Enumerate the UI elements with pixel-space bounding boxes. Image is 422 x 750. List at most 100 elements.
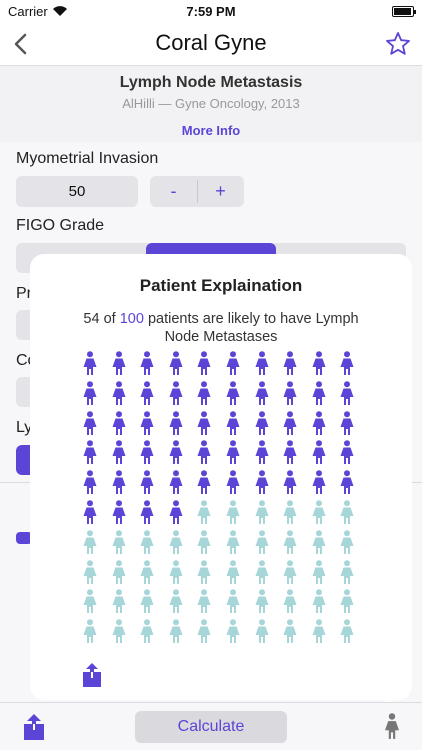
patient-icon-affected xyxy=(83,470,97,495)
patient-icon-unaffected xyxy=(312,500,326,524)
calculate-button[interactable]: Calculate xyxy=(135,711,287,743)
popover-summary: 54 of 100 patients are likely to have Ly… xyxy=(60,310,382,346)
patient-icon-unaffected xyxy=(197,500,211,524)
patient-icon-affected xyxy=(112,470,126,495)
patient-icon-affected xyxy=(140,440,154,465)
patient-icon-affected xyxy=(83,500,97,524)
patient-icon-unaffected xyxy=(197,529,211,554)
summary-text-2: Node Metastases xyxy=(164,329,278,345)
patient-icon-unaffected xyxy=(140,559,154,584)
patient-icon-unaffected xyxy=(197,559,211,584)
myometrial-invasion-label: Myometrial Invasion xyxy=(16,150,159,167)
patient-icon-unaffected xyxy=(197,619,211,644)
patient-icon-unaffected xyxy=(340,619,354,644)
patient-icon-unaffected xyxy=(255,589,269,614)
patient-icon-affected xyxy=(340,351,354,375)
patient-icon-unaffected xyxy=(255,529,269,554)
patient-icon-unaffected xyxy=(312,619,326,644)
patient-icon-unaffected xyxy=(283,529,297,554)
nav-title: Coral Gyne xyxy=(155,30,267,55)
navigation-bar: Coral Gyne xyxy=(0,24,422,66)
back-chevron-icon[interactable] xyxy=(8,30,36,58)
more-info-link[interactable]: More Info xyxy=(181,123,241,138)
patient-icon-affected xyxy=(340,470,354,495)
patient-icon-unaffected xyxy=(197,589,211,614)
patient-icon-unaffected xyxy=(83,559,97,584)
patient-icon-affected xyxy=(83,351,97,375)
patient-icon-unaffected xyxy=(83,529,97,554)
myometrial-stepper: - + xyxy=(150,176,244,207)
partial-label-pr: Pr xyxy=(16,285,32,302)
patient-icon-unaffected xyxy=(340,589,354,614)
status-bar: Carrier 7:59 PM xyxy=(0,0,422,24)
stepper-divider xyxy=(197,180,198,203)
patient-icon-affected xyxy=(197,470,211,495)
carrier-label: Carrier xyxy=(8,4,48,19)
patient-icon-unaffected xyxy=(340,559,354,584)
patient-icon-affected xyxy=(83,410,97,435)
patient-icon-unaffected xyxy=(283,559,297,584)
patient-icon-affected xyxy=(283,351,297,375)
patient-icon-affected xyxy=(312,470,326,495)
bottom-toolbar: Calculate xyxy=(0,702,422,750)
patient-icon-affected xyxy=(112,440,126,465)
patient-icon-unaffected xyxy=(226,589,240,614)
patient-icon-unaffected xyxy=(169,589,183,614)
patient-icon-affected xyxy=(283,380,297,405)
patient-icon-unaffected xyxy=(169,559,183,584)
popover-arrow xyxy=(378,694,398,704)
patient-icon-affected xyxy=(197,380,211,405)
patient-icon-unaffected xyxy=(283,619,297,644)
summary-total: 100 xyxy=(119,311,144,327)
patient-icon-affected xyxy=(197,410,211,435)
patient-icon-grid xyxy=(82,351,368,651)
calculator-header: Lymph Node Metastasis AlHilli — Gyne Onc… xyxy=(0,66,422,142)
patient-icon-affected xyxy=(169,410,183,435)
calculator-title: Lymph Node Metastasis xyxy=(119,74,303,91)
patient-icon-unaffected xyxy=(283,500,297,524)
share-icon[interactable] xyxy=(22,713,46,741)
popover-title: Patient Explaination xyxy=(139,276,303,295)
patient-icon-affected xyxy=(197,440,211,465)
patient-icon-unaffected xyxy=(140,619,154,644)
patient-icon-affected xyxy=(112,351,126,375)
favorite-star-icon[interactable] xyxy=(384,30,412,58)
patient-icon-unaffected xyxy=(255,619,269,644)
patient-icon-affected xyxy=(83,440,97,465)
patient-icon-unaffected xyxy=(340,500,354,524)
patient-icon-affected xyxy=(226,470,240,495)
patient-figure-icon[interactable] xyxy=(382,713,402,741)
patient-icon-unaffected xyxy=(226,559,240,584)
partial-label-ly: Ly xyxy=(16,419,33,436)
patient-icon-affected xyxy=(255,380,269,405)
patient-icon-affected xyxy=(226,440,240,465)
patient-icon-unaffected xyxy=(226,619,240,644)
decrement-button[interactable]: - xyxy=(170,181,177,201)
increment-button[interactable]: + xyxy=(215,181,226,201)
patient-icon-affected xyxy=(312,440,326,465)
share-icon[interactable] xyxy=(82,662,102,688)
patient-icon-affected xyxy=(312,410,326,435)
patient-icon-affected xyxy=(255,351,269,375)
summary-text-1: patients are likely to have Lymph xyxy=(147,311,359,327)
patient-icon-affected xyxy=(226,380,240,405)
patient-icon-affected xyxy=(112,410,126,435)
myometrial-invasion-value[interactable]: 50 xyxy=(16,176,138,207)
patient-icon-affected xyxy=(255,410,269,435)
patient-icon-affected xyxy=(169,440,183,465)
patient-icon-affected xyxy=(312,380,326,405)
summary-count: 54 xyxy=(83,311,100,327)
patient-icon-unaffected xyxy=(283,589,297,614)
patient-icon-unaffected xyxy=(226,529,240,554)
battery-icon xyxy=(392,6,416,17)
patient-icon-affected xyxy=(340,410,354,435)
patient-icon-affected xyxy=(169,470,183,495)
patient-icon-affected xyxy=(140,470,154,495)
patient-icon-affected xyxy=(112,380,126,405)
patient-icon-unaffected xyxy=(169,619,183,644)
patient-icon-affected xyxy=(312,351,326,375)
patient-icon-affected xyxy=(112,500,126,524)
patient-icon-unaffected xyxy=(112,559,126,584)
patient-icon-affected xyxy=(226,410,240,435)
partial-result-bar xyxy=(16,532,32,544)
